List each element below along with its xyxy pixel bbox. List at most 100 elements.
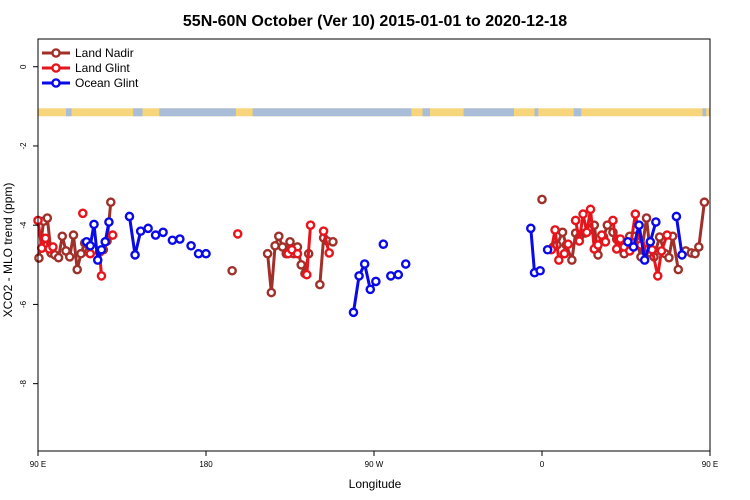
data-point-land-glint — [554, 255, 564, 265]
data-point-land-glint — [40, 233, 51, 244]
data-point-ocean-glint — [542, 244, 553, 255]
data-point-land-glint — [630, 209, 641, 219]
ocean-band — [534, 108, 539, 117]
data-point-ocean-glint — [639, 255, 650, 265]
data-point-ocean-glint — [135, 226, 146, 236]
ocean-band — [573, 108, 582, 117]
y-tick-label: 0 — [19, 64, 28, 69]
data-point-land-glint — [292, 248, 303, 259]
x-tick-label: 180 — [199, 460, 213, 469]
data-point-land-glint — [656, 246, 667, 256]
data-point-land-nadir — [64, 252, 75, 262]
data-point-land-nadir — [690, 248, 700, 259]
data-point-ocean-glint — [186, 240, 196, 251]
data-point-land-nadir — [42, 213, 53, 223]
data-point-land-glint — [652, 271, 663, 281]
ocean-band — [422, 108, 430, 117]
data-point-ocean-glint — [677, 250, 687, 260]
ocean-band — [463, 108, 514, 117]
data-point-land-glint — [36, 243, 47, 253]
data-point-ocean-glint — [354, 271, 364, 281]
data-point-ocean-glint — [89, 219, 99, 230]
data-point-land-glint — [596, 230, 607, 240]
data-point-ocean-glint — [645, 237, 656, 247]
data-point-ocean-glint — [535, 265, 545, 276]
data-point-land-nadir — [699, 197, 710, 208]
data-point-land-nadir — [285, 237, 295, 247]
data-point-land-glint — [85, 248, 96, 259]
data-point-land-nadir — [34, 253, 44, 263]
data-point-ocean-glint — [167, 235, 178, 246]
y-axis: 0 -2 -4 -6 -8 — [19, 64, 38, 387]
legend-label-land-nadir: Land Nadir — [75, 46, 134, 60]
x-tick-label: 90 E — [30, 460, 46, 469]
data-point-land-nadir — [602, 220, 613, 230]
y-tick-label: -2 — [19, 142, 28, 150]
legend-marker-land-glint — [51, 63, 61, 73]
data-point-ocean-glint — [365, 284, 376, 295]
data-point-land-glint — [611, 244, 622, 254]
data-point-ocean-glint — [400, 259, 411, 269]
series-line-land-glint — [305, 225, 313, 275]
data-point-ocean-glint — [651, 217, 661, 227]
data-point-ocean-glint — [175, 234, 185, 244]
data-point-ocean-glint — [150, 230, 161, 240]
data-point-land-nadir — [72, 264, 82, 275]
data-point-land-glint — [107, 230, 118, 240]
data-point-land-glint — [600, 237, 611, 247]
data-point-land-glint — [48, 242, 58, 252]
data-point-land-glint — [78, 208, 88, 219]
data-point-ocean-glint — [393, 269, 404, 280]
series-layer — [33, 194, 710, 318]
data-point-land-nadir — [266, 287, 277, 298]
data-point-ocean-glint — [628, 242, 639, 252]
data-point-ocean-glint — [359, 259, 370, 269]
data-point-land-nadir — [537, 194, 547, 205]
data-point-land-glint — [593, 240, 603, 250]
data-point-ocean-glint — [100, 237, 110, 247]
data-point-ocean-glint — [92, 255, 103, 265]
legend-marker-land-nadir — [51, 48, 61, 58]
data-point-land-nadir — [227, 265, 237, 276]
data-point-ocean-glint — [371, 276, 381, 287]
data-point-land-nadir — [53, 252, 64, 263]
data-point-land-glint — [608, 215, 618, 226]
data-point-ocean-glint — [85, 240, 96, 251]
data-point-land-nadir — [106, 197, 116, 208]
data-point-land-nadir — [296, 260, 307, 270]
data-point-land-glint — [563, 239, 573, 250]
data-point-land-glint — [232, 229, 243, 239]
data-point-land-nadir — [567, 255, 577, 265]
data-point-ocean-glint — [158, 227, 168, 238]
data-point-ocean-glint — [96, 244, 107, 255]
y-tick-label: -6 — [19, 300, 28, 308]
data-point-ocean-glint — [634, 220, 644, 230]
data-point-ocean-glint — [385, 271, 396, 281]
data-point-ocean-glint — [143, 223, 153, 234]
data-point-ocean-glint — [201, 248, 211, 259]
data-point-land-nadir — [557, 227, 568, 238]
data-point-land-glint — [301, 269, 312, 280]
data-point-land-nadir — [277, 242, 288, 252]
x-axis: 90 E 180 90 W 0 90 E — [30, 451, 718, 469]
data-point-land-glint — [585, 204, 596, 215]
data-point-land-nadir — [673, 264, 684, 275]
series-ocean-glint — [81, 211, 687, 318]
x-axis-label: Longitude — [349, 477, 402, 491]
legend-marker-ocean-glint — [51, 78, 61, 88]
ocean-band — [702, 108, 707, 117]
legend-label-land-glint: Land Glint — [75, 61, 130, 75]
data-point-land-glint — [662, 230, 672, 240]
data-point-ocean-glint — [526, 223, 536, 234]
data-point-land-nadir — [270, 240, 280, 251]
data-point-ocean-glint — [671, 211, 682, 222]
y-tick-label: -4 — [19, 221, 28, 229]
data-point-land-glint — [570, 215, 581, 226]
data-point-ocean-glint — [623, 237, 633, 247]
data-point-land-glint — [559, 248, 570, 259]
data-point-ocean-glint — [124, 211, 135, 222]
y-tick-label: -8 — [19, 380, 28, 388]
data-point-land-nadir — [664, 252, 674, 263]
